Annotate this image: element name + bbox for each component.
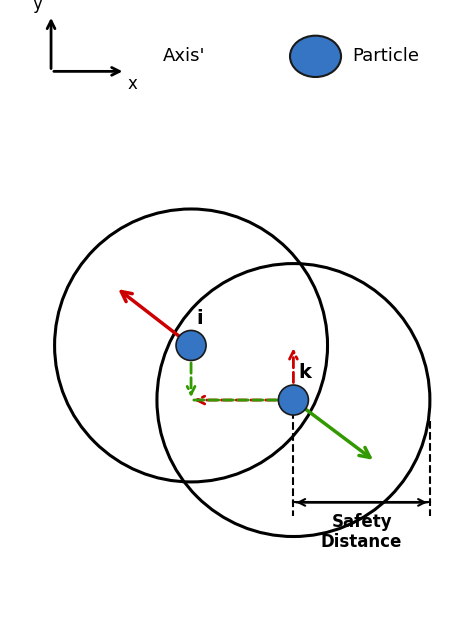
Circle shape [289, 36, 340, 77]
Circle shape [278, 385, 308, 415]
Text: Axis': Axis' [162, 48, 205, 65]
Text: Particle: Particle [352, 48, 419, 65]
Text: i: i [196, 309, 203, 328]
Text: x: x [127, 75, 137, 93]
Circle shape [175, 331, 206, 361]
Text: Safety
Distance: Safety Distance [320, 513, 401, 552]
Text: k: k [298, 363, 311, 382]
Text: y: y [33, 0, 43, 13]
